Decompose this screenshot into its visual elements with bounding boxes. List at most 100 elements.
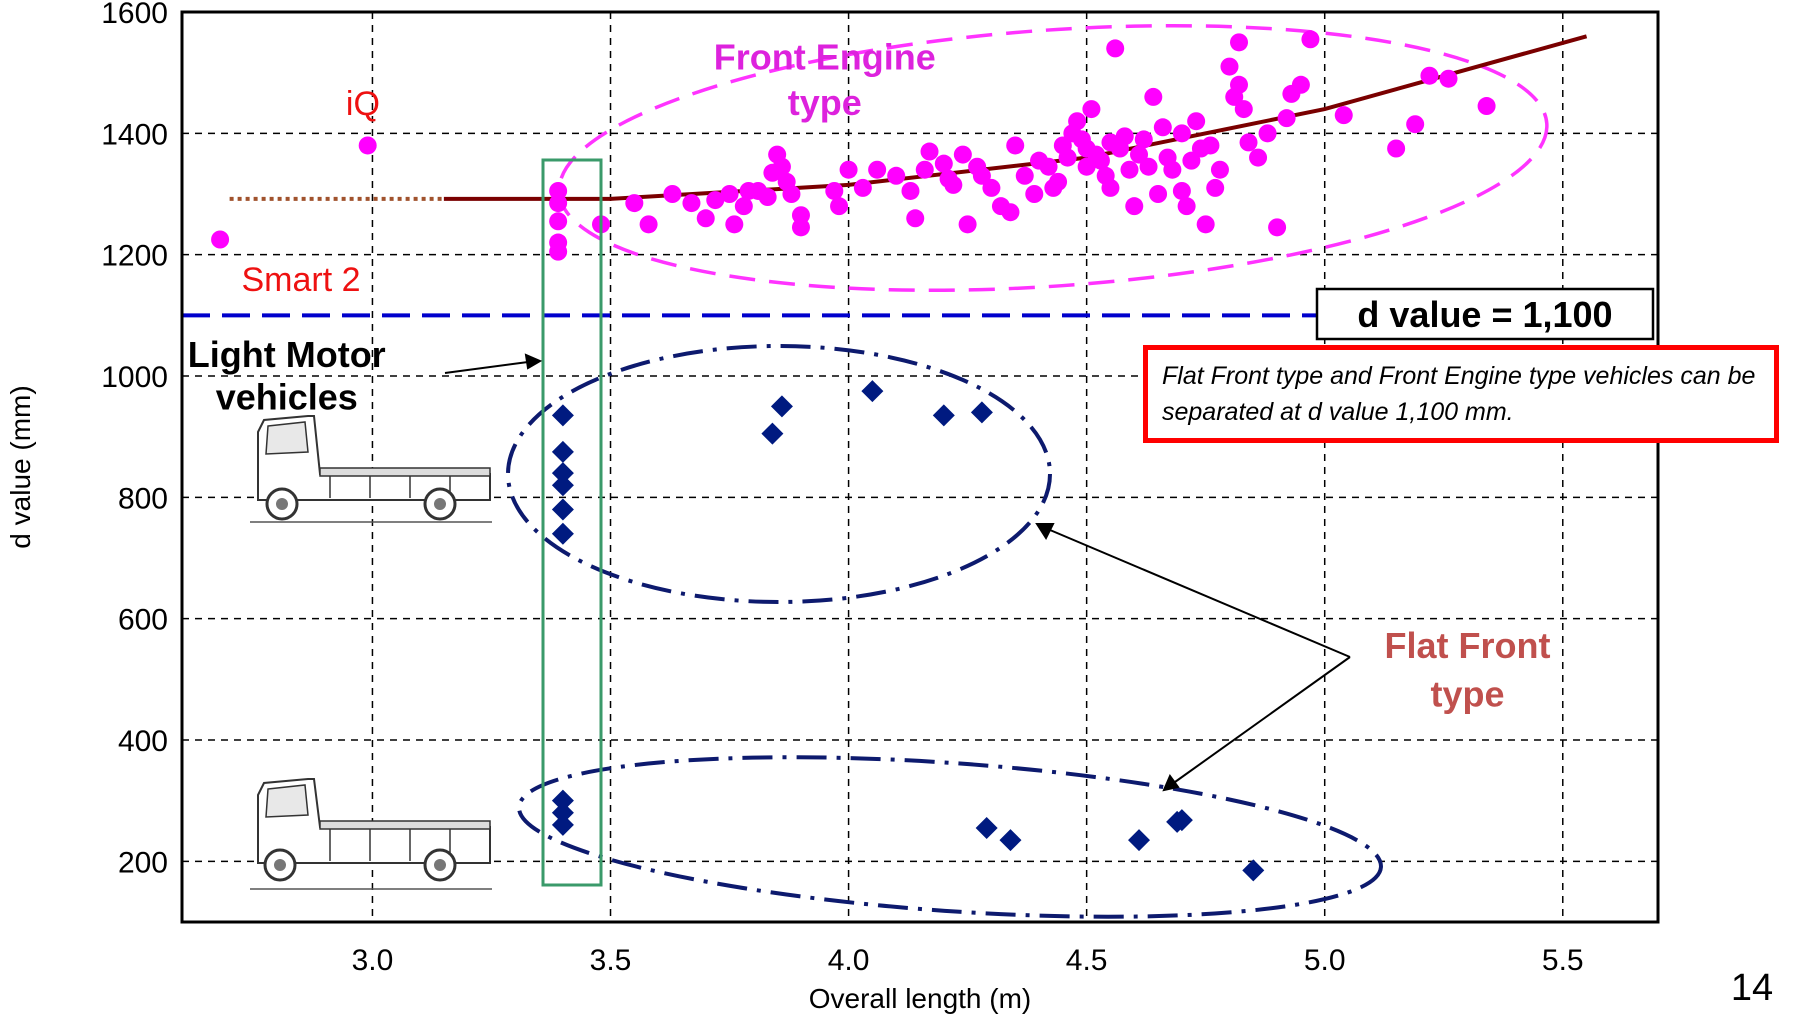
front-engine-point xyxy=(944,175,963,194)
flat-front-point xyxy=(551,789,574,812)
kei-truck-icon-lower xyxy=(250,778,492,890)
front-engine-point xyxy=(725,215,744,234)
front-engine-point xyxy=(906,209,925,228)
front-engine-point xyxy=(1082,100,1101,119)
front-engine-point xyxy=(1220,57,1239,76)
flat-front-point xyxy=(999,829,1022,852)
y-tick-label: 1600 xyxy=(101,0,168,30)
note-text: Flat Front type and Front Engine type ve… xyxy=(1162,362,1756,426)
front-engine-point xyxy=(1172,181,1191,200)
front-engine-point xyxy=(1172,124,1191,143)
front-engine-point xyxy=(772,157,791,176)
front-engine-point xyxy=(1177,197,1196,216)
front-engine-point xyxy=(1058,148,1077,167)
front-engine-point xyxy=(1206,178,1225,197)
front-engine-point xyxy=(758,188,777,207)
front-engine-point xyxy=(782,185,801,203)
front-engine-point xyxy=(1039,157,1058,176)
flat-front-point xyxy=(761,422,784,445)
front-engine-point xyxy=(358,136,377,155)
x-tick-label: 4.0 xyxy=(828,944,870,977)
trend-line xyxy=(229,34,1588,201)
flat-front-ellipse-lower xyxy=(517,755,1383,919)
y-tick-label: 1400 xyxy=(101,118,168,151)
front-engine-point xyxy=(1239,133,1258,152)
annotation-label: type xyxy=(788,82,862,123)
threshold-label-box xyxy=(1315,287,1655,341)
flat-front-point xyxy=(1242,859,1265,882)
front-engine-point xyxy=(915,160,934,179)
flat-front-point xyxy=(975,816,998,839)
flat-front-point xyxy=(551,474,574,497)
flat-front-point xyxy=(1128,829,1151,852)
flat-front-point xyxy=(551,801,574,824)
front-engine-point xyxy=(549,194,568,213)
front-engine-point xyxy=(1149,185,1168,203)
y-tick-label: 400 xyxy=(118,725,168,758)
y-tick-label: 800 xyxy=(118,482,168,515)
annotation-label: Light Motor xyxy=(188,334,386,375)
front-engine-point xyxy=(1249,148,1268,167)
front-engine-point xyxy=(887,166,906,185)
flat-front-point xyxy=(551,404,574,427)
y-tick-label: 1000 xyxy=(101,361,168,394)
flat-front-point xyxy=(970,401,993,424)
front-engine-point xyxy=(1201,136,1220,155)
front-engine-point xyxy=(1230,75,1249,94)
annotation-label: Smart 2 xyxy=(242,261,361,299)
front-engine-point xyxy=(1291,75,1310,94)
x-axis-title: Overall length (m) xyxy=(809,983,1032,1014)
front-engine-point xyxy=(982,178,1001,197)
flat-front-point xyxy=(551,440,574,463)
front-engine-point xyxy=(682,194,701,213)
x-tick-label: 5.0 xyxy=(1304,944,1346,977)
front-engine-point xyxy=(663,185,682,203)
plot-area xyxy=(182,12,1658,922)
front-engine-point xyxy=(958,215,977,234)
front-engine-point xyxy=(639,215,658,234)
flat-front-point xyxy=(551,813,574,836)
front-engine-point xyxy=(1049,172,1068,191)
front-engine-point xyxy=(1258,124,1277,143)
front-engine-point xyxy=(734,197,753,216)
front-engine-point xyxy=(549,212,568,231)
front-engine-point xyxy=(1134,130,1153,149)
front-engine-point xyxy=(1101,178,1120,197)
front-engine-point xyxy=(839,160,858,179)
front-engine-point xyxy=(1182,151,1201,170)
data-points xyxy=(211,30,1496,882)
plot-border xyxy=(180,10,1660,924)
front-engine-point xyxy=(825,181,844,200)
front-engine-point xyxy=(1210,160,1229,179)
annotation-label: Flat Front xyxy=(1385,625,1551,666)
front-engine-point xyxy=(1144,87,1163,106)
front-engine-point xyxy=(1015,166,1034,185)
front-engine-point xyxy=(706,191,725,210)
y-tick-label: 1200 xyxy=(101,240,168,273)
flat-front-point xyxy=(861,380,884,403)
front-engine-point xyxy=(1268,218,1287,237)
flat-front-point xyxy=(551,522,574,545)
front-engine-point xyxy=(1187,112,1206,131)
page-number: 14 xyxy=(1731,967,1773,1009)
y-tick-label: 200 xyxy=(118,846,168,879)
y-tick-label: 600 xyxy=(118,604,168,637)
x-tick-label: 4.5 xyxy=(1066,944,1108,977)
arrows xyxy=(444,353,1351,792)
front-engine-point xyxy=(1387,139,1406,158)
flat-front-ellipse-upper xyxy=(506,344,1052,604)
note-box: Flat Front type and Front Engine type ve… xyxy=(1143,345,1779,443)
y-tick-labels: 200 400 600 800 1000 1200 1400 1600 xyxy=(101,0,168,879)
front-engine-point xyxy=(1001,203,1020,222)
x-tick-label: 3.5 xyxy=(590,944,632,977)
front-engine-point xyxy=(1406,115,1425,134)
front-engine-point xyxy=(1139,157,1158,176)
front-engine-point xyxy=(1277,109,1296,128)
front-engine-point xyxy=(791,218,810,237)
threshold-label: d value = 1,100 xyxy=(1357,294,1612,335)
annotation-label: type xyxy=(1431,674,1505,715)
front-engine-point xyxy=(1196,215,1215,234)
front-engine-point xyxy=(868,160,887,179)
front-engine-point xyxy=(211,230,230,249)
front-engine-point xyxy=(1006,136,1025,155)
